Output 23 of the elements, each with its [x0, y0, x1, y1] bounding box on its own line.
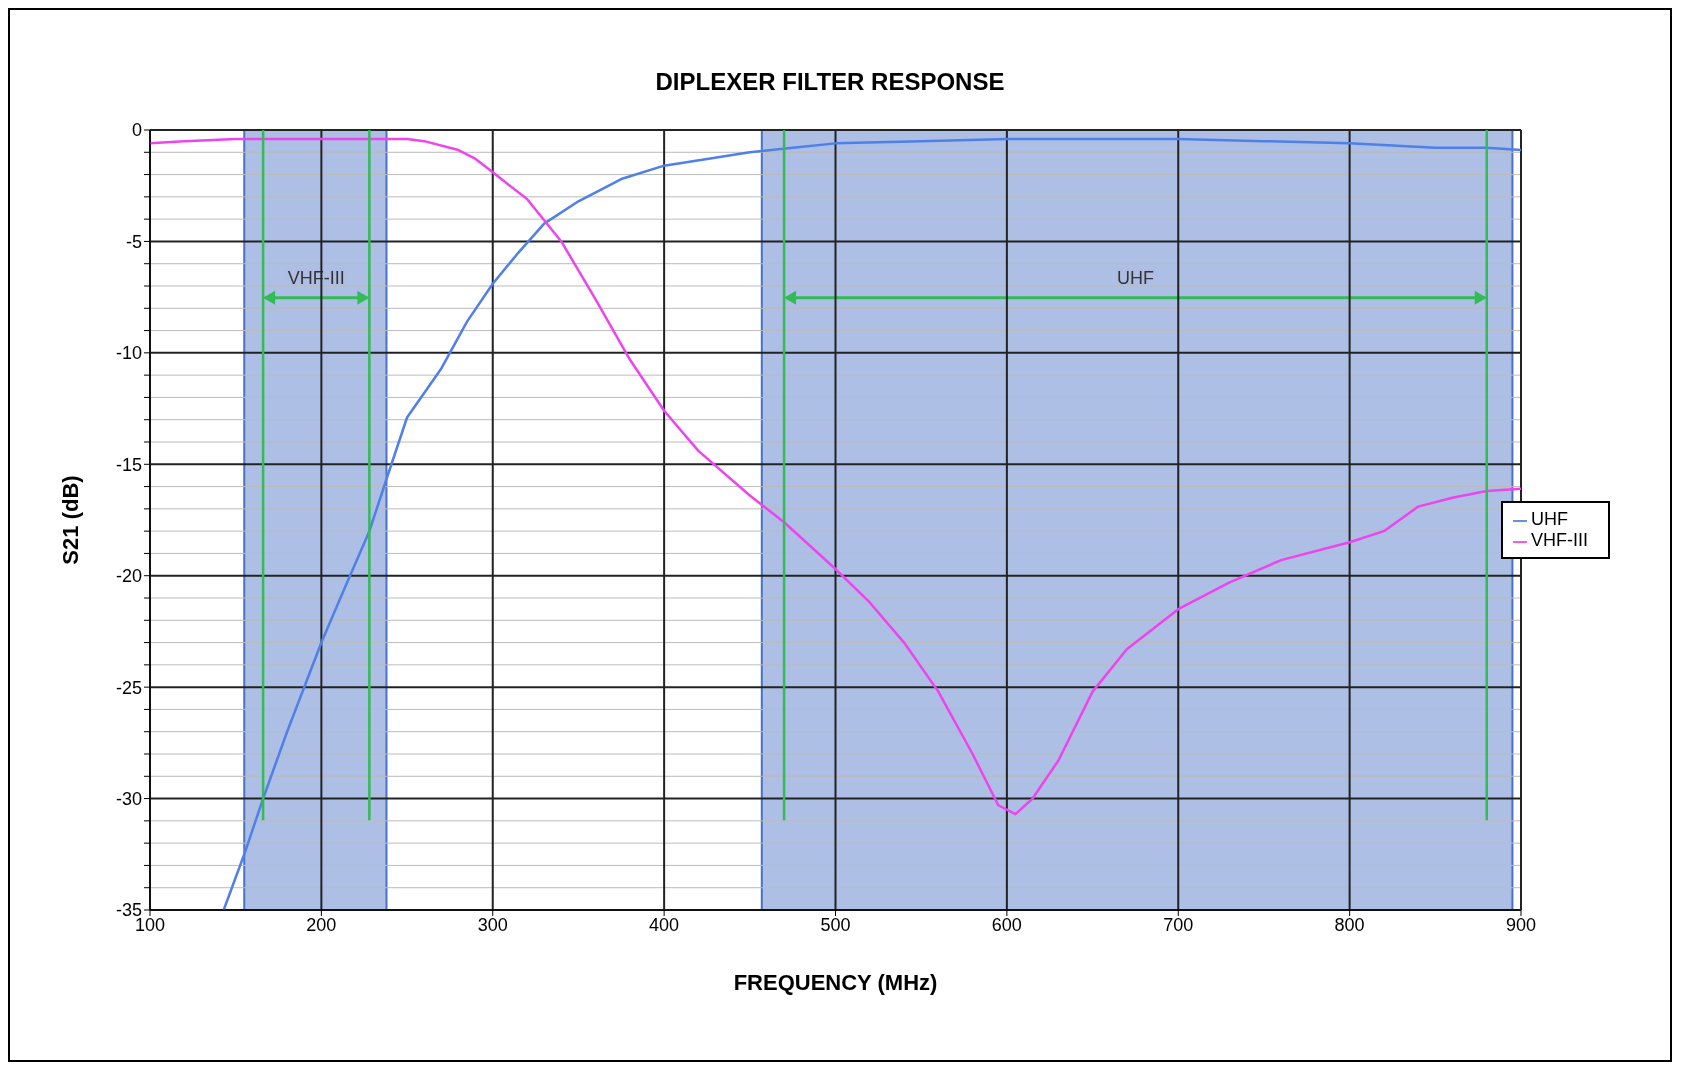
x-tick-label: 600 — [991, 914, 1022, 935]
y-tick-label: 0 — [131, 120, 142, 141]
annotation: UHF — [1116, 267, 1154, 288]
y-tick-label: -20 — [115, 566, 142, 587]
line-series — [150, 137, 1521, 816]
x-tick-label: 300 — [477, 914, 508, 935]
x-tick-label: 800 — [1334, 914, 1365, 935]
x-tick-label: 900 — [1505, 914, 1537, 935]
y-tick-label: -30 — [115, 788, 142, 809]
x-tick-label: 400 — [649, 914, 680, 935]
legend-label: VHF-III — [1531, 530, 1588, 550]
x-tick-label: 500 — [820, 914, 851, 935]
y-tick-label: -15 — [115, 454, 142, 475]
legend-label: UHF — [1531, 509, 1568, 529]
y-tick-label: -10 — [115, 343, 142, 364]
chart-title: DIPLEXER FILTER RESPONSE — [654, 68, 1006, 96]
y-tick-label: -25 — [115, 677, 142, 698]
y-axis-title: S21 (dB) — [57, 475, 83, 565]
line-series — [222, 137, 1521, 910]
x-tick-label: 700 — [1163, 914, 1194, 935]
x-tick-label: 200 — [306, 914, 337, 935]
y-tick-label: -5 — [125, 231, 142, 252]
x-axis-title: FREQUENCY (MHz) — [733, 970, 938, 995]
